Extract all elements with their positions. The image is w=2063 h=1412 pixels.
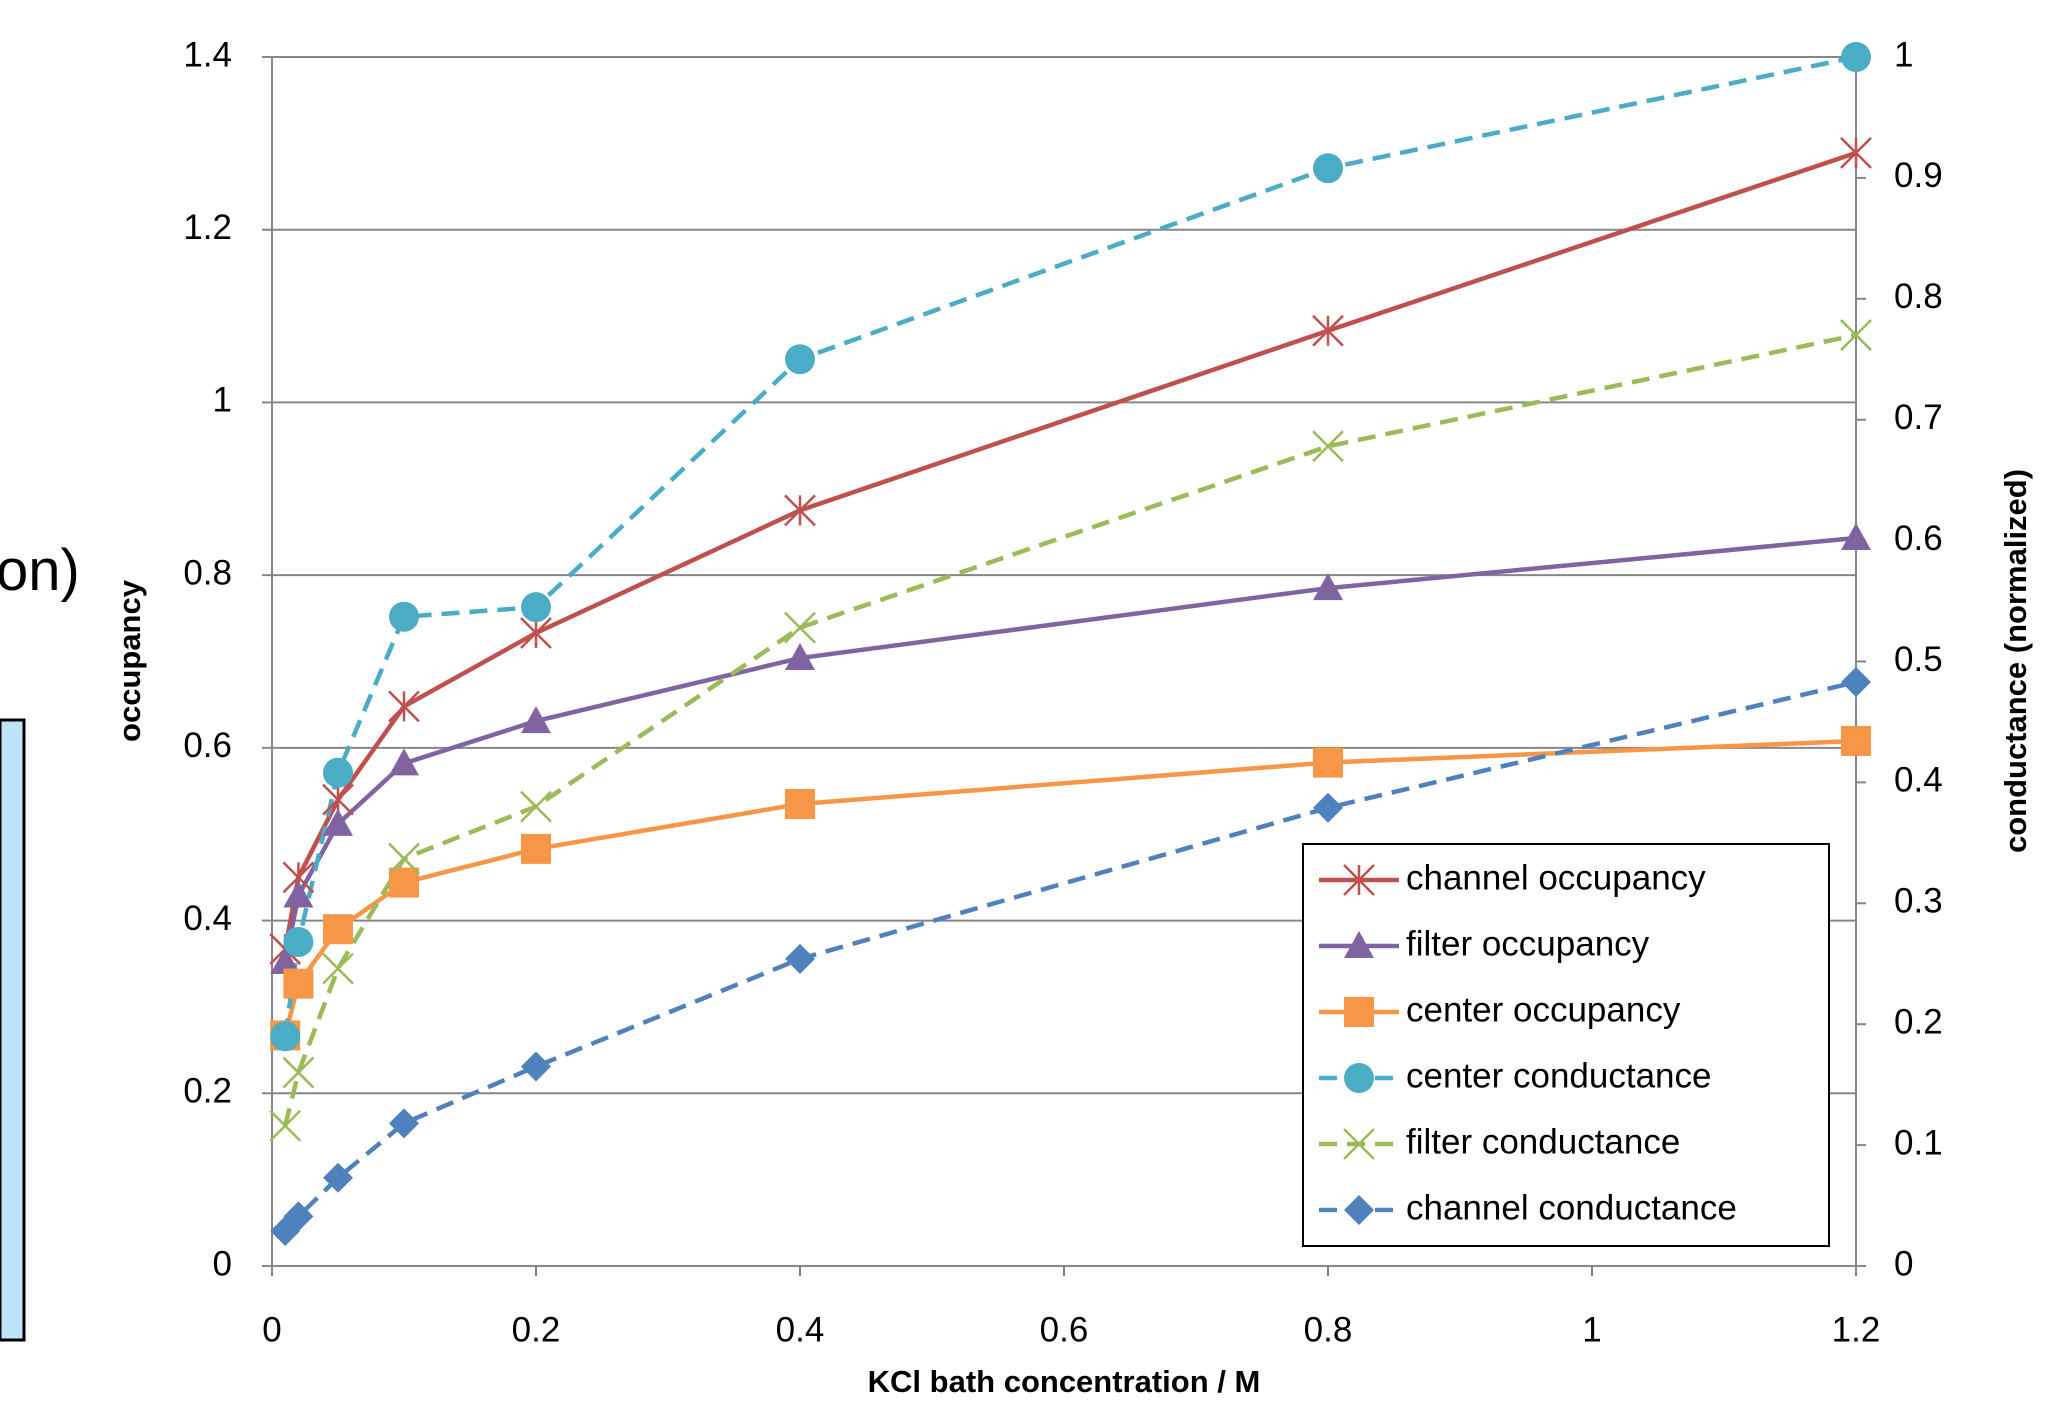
- marker: [521, 1052, 551, 1082]
- legend-label: filter conductance: [1406, 1122, 1680, 1161]
- y2-tick-label: 0.7: [1894, 398, 1943, 437]
- y2-tick-label: 0.3: [1894, 882, 1943, 921]
- marker: [1313, 316, 1343, 346]
- y-tick-label: 0.4: [183, 899, 232, 938]
- x-tick-label: 1.2: [1832, 1310, 1881, 1349]
- legend-marker: [1344, 1063, 1374, 1093]
- marker: [270, 1111, 300, 1141]
- marker: [1841, 138, 1871, 168]
- marker: [521, 592, 551, 622]
- chart: on) KCl bath concentration / M occupancy…: [0, 0, 2063, 1407]
- legend: channel occupancy filter occupancy center …: [1303, 844, 1829, 1246]
- side-panel: [0, 720, 24, 1340]
- marker: [283, 927, 313, 957]
- x-tick-label: 0: [262, 1310, 281, 1349]
- marker: [323, 954, 353, 984]
- x-axis-title: KCl bath concentration / M: [868, 1364, 1261, 1399]
- marker: [1313, 153, 1343, 183]
- marker: [785, 495, 815, 525]
- y2-tick-label: 0.6: [1894, 519, 1943, 558]
- marker: [323, 758, 353, 788]
- marker: [270, 1021, 300, 1051]
- x-tick-label: 0.8: [1304, 1310, 1353, 1349]
- legend-marker: [1344, 997, 1374, 1027]
- y2-axis-title: conductance (normalized): [1998, 469, 2033, 853]
- y2-tick-label: 0.4: [1894, 761, 1943, 800]
- legend-label: channel occupancy: [1406, 858, 1706, 897]
- page: {"chart_data": {"type": "line", "fragmen…: [0, 0, 2063, 1407]
- series-line: [285, 153, 1856, 949]
- marker: [1313, 793, 1343, 823]
- y2-tick-label: 0.1: [1894, 1123, 1943, 1162]
- y-tick-label: 0.2: [183, 1072, 232, 1111]
- legend-label: center occupancy: [1406, 990, 1681, 1029]
- marker: [1313, 748, 1343, 778]
- marker: [1841, 42, 1871, 72]
- marker: [1841, 667, 1871, 697]
- y2-tick-label: 1: [1894, 35, 1913, 74]
- y-axis-title: occupancy: [112, 579, 147, 742]
- y2-tick-label: 0.2: [1894, 1002, 1943, 1041]
- legend-label: filter occupancy: [1406, 924, 1650, 963]
- marker: [389, 602, 419, 632]
- y-tick-label: 1: [213, 381, 232, 420]
- y-tick-label: 0: [213, 1244, 232, 1283]
- marker: [389, 868, 419, 898]
- marker: [785, 613, 815, 643]
- x-tick-label: 1: [1582, 1310, 1601, 1349]
- marker: [785, 344, 815, 374]
- marker: [389, 691, 419, 721]
- y2-tick-label: 0.5: [1894, 640, 1943, 679]
- marker: [283, 1058, 313, 1088]
- y-tick-label: 1.4: [183, 35, 232, 74]
- marker: [521, 834, 551, 864]
- y-tick-label: 0.8: [183, 553, 232, 592]
- y2-tick-label: 0: [1894, 1244, 1913, 1283]
- x-tick-label: 0.6: [1040, 1310, 1089, 1349]
- legend-label: center conductance: [1406, 1056, 1711, 1095]
- marker: [521, 618, 551, 648]
- y2-tick-label: 0.8: [1894, 277, 1943, 316]
- y2-tick-label: 0.9: [1894, 156, 1943, 195]
- marker: [521, 792, 551, 822]
- x-tick-label: 0.4: [776, 1310, 825, 1349]
- fragment-text: on): [0, 538, 80, 603]
- marker: [785, 789, 815, 819]
- legend-box: [1303, 844, 1829, 1246]
- marker: [323, 914, 353, 944]
- marker: [785, 944, 815, 974]
- y-tick-label: 1.2: [183, 208, 232, 247]
- marker: [1841, 523, 1871, 550]
- marker: [1841, 726, 1871, 756]
- y-tick-label: 0.6: [183, 726, 232, 765]
- legend-label: channel conductance: [1406, 1188, 1737, 1227]
- marker: [283, 969, 313, 999]
- x-tick-label: 0.2: [512, 1310, 561, 1349]
